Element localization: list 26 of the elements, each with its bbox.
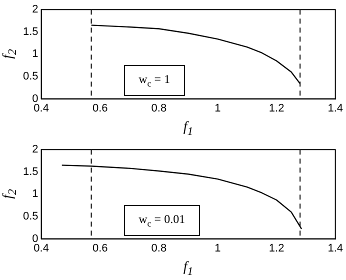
x-axis-title: f$_{1}$ <box>183 120 194 138</box>
y-tick-label: 0.5 <box>22 70 38 83</box>
y-tick-label: 1.5 <box>22 26 38 38</box>
y-tick-label: 1 <box>32 188 38 200</box>
y-tick-label: 2 <box>32 144 38 156</box>
y-tick-label: 0.5 <box>22 210 38 223</box>
x-tick-label: 0.6 <box>92 242 108 254</box>
y-tick-label: 1.5 <box>22 166 38 178</box>
y-tick-label: 0 <box>32 232 38 245</box>
x-axis-title: f$_{1}$ <box>183 260 194 278</box>
x-tick-label: 0.6 <box>92 102 108 114</box>
x-tick-label: 0.8 <box>151 242 167 254</box>
y-tick-label: 0 <box>32 92 38 105</box>
x-tick-label: 0.8 <box>151 102 167 114</box>
x-tick-label: 0.4 <box>34 242 49 254</box>
x-tick-label: 0.4 <box>34 102 49 114</box>
annotation: w$_{c}$ = 1 <box>124 65 186 96</box>
x-tick-label: 1.2 <box>268 242 284 254</box>
x-tick-label: 1 <box>214 242 221 254</box>
y-tick-label: 1 <box>32 48 38 60</box>
x-tick-label: 1 <box>214 102 221 114</box>
x-tick-label: 1.4 <box>328 102 344 114</box>
x-tick-label: 1.4 <box>328 242 344 254</box>
y-tick-label: 2 <box>32 4 38 16</box>
x-tick-label: 1.2 <box>268 102 284 114</box>
annotation: w$_{c}$ = 0.01 <box>124 205 200 236</box>
